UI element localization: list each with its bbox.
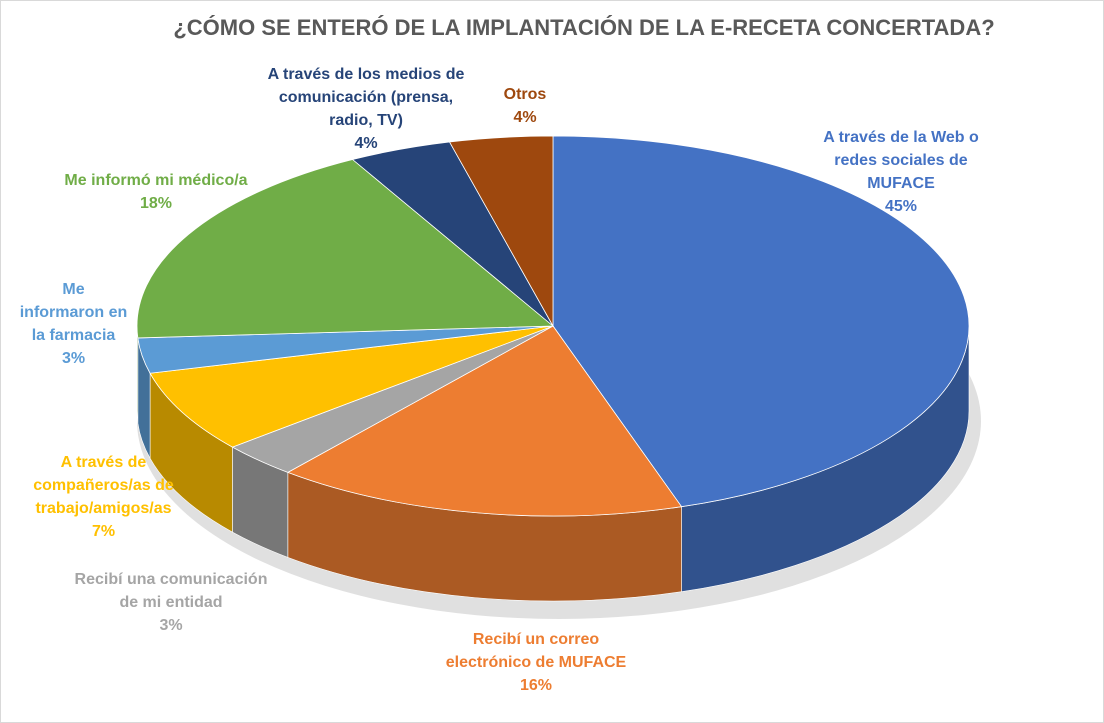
label-value: 45% [884,198,918,215]
label-value: 3% [159,617,183,634]
label-text: Recibí una comunicación de mi entidad [74,571,268,611]
pie-slice [286,325,683,517]
label-value: 7% [91,523,116,540]
data-label-web: A través de la Web o redes sociales de M… [801,126,1001,218]
pie-slice [552,135,970,508]
label-value: 16% [519,677,553,694]
label-value: 3% [61,350,86,367]
data-label-medico: Me informó mi médico/a 18% [41,169,271,215]
label-value: 4% [354,135,378,152]
data-label-entidad: Recibí una comunicación de mi entidad 3% [56,568,286,637]
chart-title: ¿CÓMO SE ENTERÓ DE LA IMPLANTACIÓN DE LA… [173,15,995,40]
data-label-correo: Recibí un correo electrónico de MUFACE 16… [421,628,651,697]
label-text: A través de compañeros/as de trabajo/ami… [33,454,174,517]
pie-slice-side [136,325,139,423]
pie-slice [448,135,554,328]
label-text: Otros [503,86,547,103]
label-value: 18% [139,195,173,212]
label-text: A través de la Web o redes sociales de M… [823,129,979,192]
label-text: A través de los medios de comunicación (… [267,66,465,129]
pie-slice [136,159,555,339]
pie-slice [149,325,554,448]
label-text: Recibí un correo electrónico de MUFACE [445,631,627,671]
data-label-companeros: A través de compañeros/as de trabajo/ami… [11,451,196,543]
data-label-farmacia: Me informaron en la farmacia 3% [11,278,136,370]
label-value: 4% [513,109,537,126]
data-label-otros: Otros 4% [485,83,565,129]
data-label-medios: A través de los medios de comunicación (… [246,63,486,155]
label-text: Me informó mi médico/a [64,172,248,189]
label-text: Me informaron en la farmacia [19,281,128,344]
